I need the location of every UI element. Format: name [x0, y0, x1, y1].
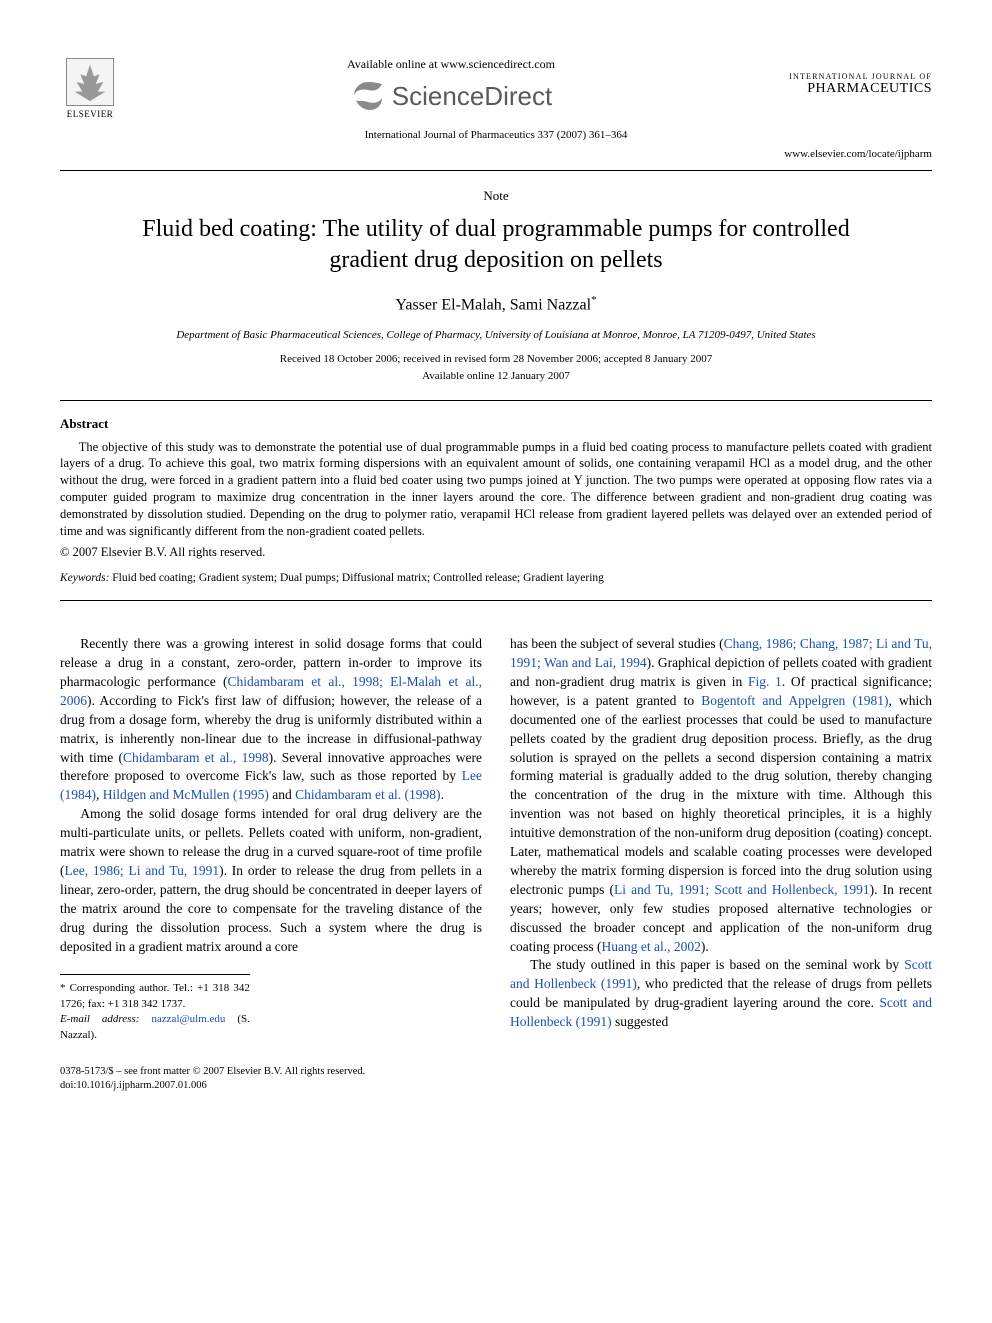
elsevier-logo: ELSEVIER — [60, 50, 120, 120]
date-received: Received 18 October 2006; received in re… — [60, 352, 932, 367]
abstract-copyright: © 2007 Elsevier B.V. All rights reserved… — [60, 544, 932, 561]
page-header: ELSEVIER Available online at www.science… — [60, 50, 932, 120]
journal-citation: International Journal of Pharmaceutics 3… — [60, 128, 932, 143]
footer-issn: 0378-5173/$ – see front matter © 2007 El… — [60, 1065, 932, 1079]
corresponding-marker: * — [591, 294, 597, 306]
figure-link[interactable]: Fig. 1 — [748, 674, 782, 689]
citation-link[interactable]: Lee, 1986; Li and Tu, 1991 — [65, 863, 220, 878]
left-column: Recently there was a growing interest in… — [60, 635, 482, 1043]
journal-url: www.elsevier.com/locate/ijpharm — [60, 147, 932, 162]
citation-link[interactable]: Bogentoft and Appelgren (1981) — [701, 693, 888, 708]
article-title: Fluid bed coating: The utility of dual p… — [100, 214, 892, 276]
keywords-label: Keywords: — [60, 572, 109, 584]
center-header: Available online at www.sciencedirect.co… — [120, 56, 782, 114]
abstract-heading: Abstract — [60, 415, 932, 433]
email-link[interactable]: nazzal@ulm.edu — [139, 1013, 237, 1025]
sciencedirect-text: ScienceDirect — [392, 79, 552, 114]
abstract-section: Abstract The objective of this study was… — [60, 400, 932, 601]
right-column: has been the subject of several studies … — [510, 635, 932, 1043]
body-columns: Recently there was a growing interest in… — [60, 635, 932, 1043]
corr-author-line: * Corresponding author. Tel.: +1 318 342… — [60, 981, 250, 1012]
keywords-line: Keywords: Fluid bed coating; Gradient sy… — [60, 571, 932, 587]
citation-link[interactable]: Chidambaram et al. (1998) — [295, 787, 440, 802]
author-names: Yasser El-Malah, Sami Nazzal — [395, 296, 591, 313]
elsevier-label: ELSEVIER — [67, 108, 114, 120]
corr-email-line: E-mail address: nazzal@ulm.edu (S. Nazza… — [60, 1012, 250, 1043]
citation-link[interactable]: Li and Tu, 1991; Scott and Hollenbeck, 1… — [614, 882, 870, 897]
body-para-2: Among the solid dosage forms intended fo… — [60, 805, 482, 956]
available-online-text: Available online at www.sciencedirect.co… — [120, 56, 782, 72]
date-online: Available online 12 January 2007 — [60, 369, 932, 384]
keywords-text: Fluid bed coating; Gradient system; Dual… — [109, 572, 604, 584]
corresponding-footnote: * Corresponding author. Tel.: +1 318 342… — [60, 974, 250, 1043]
footer-doi: doi:10.1016/j.ijpharm.2007.01.006 — [60, 1079, 932, 1093]
article-type: Note — [60, 187, 932, 205]
page-footer: 0378-5173/$ – see front matter © 2007 El… — [60, 1065, 932, 1092]
email-label: E-mail address: — [60, 1013, 139, 1025]
body-para-4: The study outlined in this paper is base… — [510, 956, 932, 1032]
affiliation: Department of Basic Pharmaceutical Scien… — [60, 328, 932, 343]
elsevier-tree-icon — [66, 58, 114, 106]
rule-top — [60, 170, 932, 171]
journal-brand: INTERNATIONAL JOURNAL OF PHARMACEUTICS — [782, 72, 932, 98]
authors: Yasser El-Malah, Sami Nazzal* — [60, 293, 932, 316]
citation-link[interactable]: Chidambaram et al., 1998 — [123, 750, 269, 765]
body-para-3: has been the subject of several studies … — [510, 635, 932, 956]
sciencedirect-logo: ScienceDirect — [120, 78, 782, 114]
citation-link[interactable]: Huang et al., 2002 — [601, 939, 700, 954]
abstract-text: The objective of this study was to demon… — [60, 439, 932, 540]
citation-link[interactable]: Hildgen and McMullen (1995) — [103, 787, 269, 802]
sciencedirect-swirl-icon — [350, 78, 386, 114]
journal-superhead: INTERNATIONAL JOURNAL OF — [782, 72, 932, 82]
journal-name: PHARMACEUTICS — [782, 81, 932, 98]
body-para-1: Recently there was a growing interest in… — [60, 635, 482, 805]
